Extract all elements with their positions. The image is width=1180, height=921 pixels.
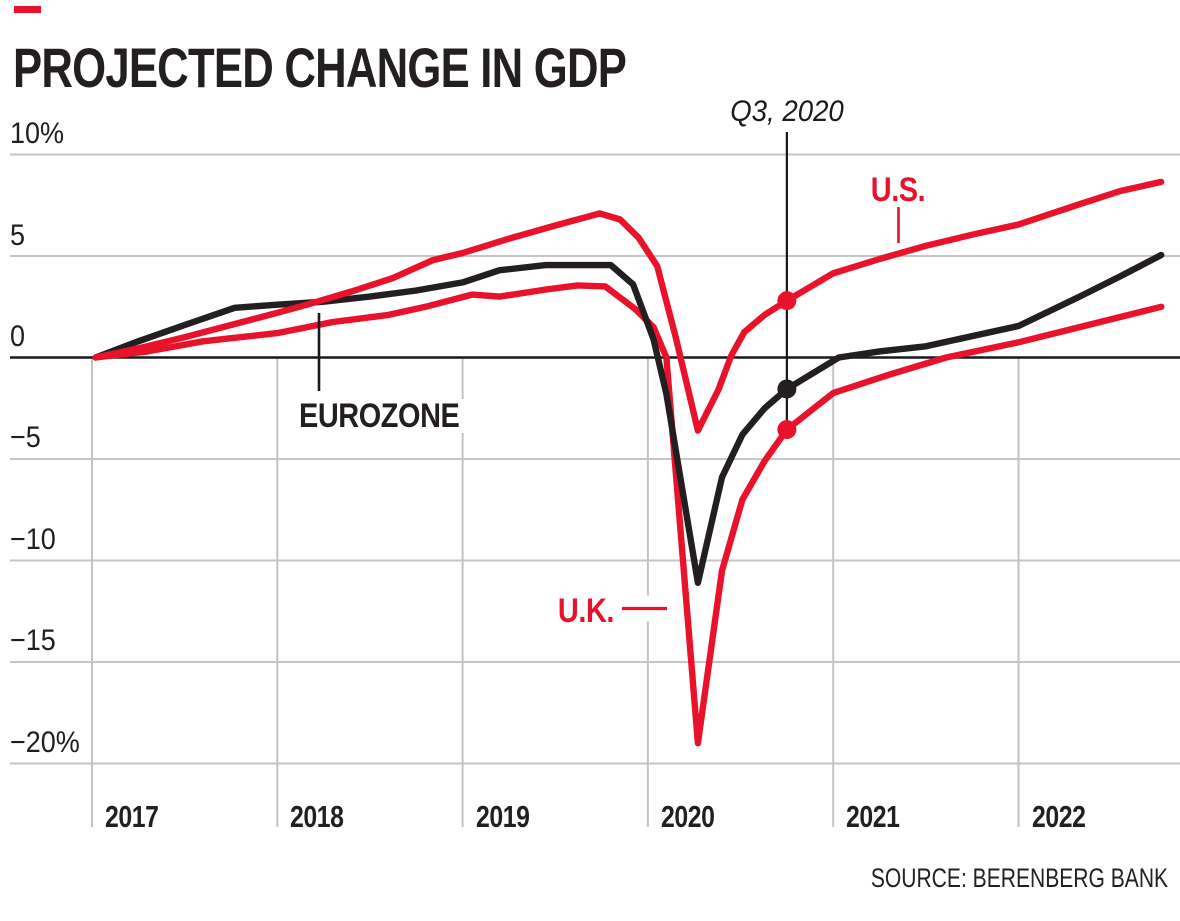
y-tick-n10: −10	[10, 523, 56, 556]
series-label-uk: U.K.	[546, 594, 614, 628]
x-tick-2018: 2018	[290, 799, 344, 834]
series-label-us: U.S.	[864, 173, 932, 207]
y-tick-n20: −20%	[10, 726, 80, 759]
q3-marker-eurozone	[777, 379, 797, 399]
series-line-uk	[92, 282, 1165, 747]
q3-2020-annotation-label: Q3, 2020	[730, 95, 844, 128]
source-credit: SOURCE: BERENBERG BANK	[870, 863, 1168, 893]
chart-title: PROJECTED CHANGE IN GDP	[13, 36, 627, 99]
x-tick-2022: 2022	[1032, 799, 1086, 834]
y-tick-n5: −5	[10, 421, 41, 454]
y-tick-5: 5	[10, 219, 26, 252]
y-tick-0: 0	[10, 320, 26, 353]
q3-marker-uk	[777, 420, 797, 440]
y-tick-n15: −15	[10, 624, 56, 657]
x-tick-2020: 2020	[661, 799, 715, 834]
x-tick-2019: 2019	[476, 799, 530, 834]
series-line-eurozone	[92, 251, 1165, 586]
series-label-eurozone: EUROZONE	[299, 399, 465, 433]
y-tick-10: 10%	[10, 117, 65, 150]
x-tick-2017: 2017	[105, 799, 159, 834]
x-tick-2021: 2021	[846, 799, 900, 834]
q3-marker-us	[777, 291, 797, 311]
accent-dash	[14, 6, 41, 13]
series-line-us	[92, 178, 1165, 434]
